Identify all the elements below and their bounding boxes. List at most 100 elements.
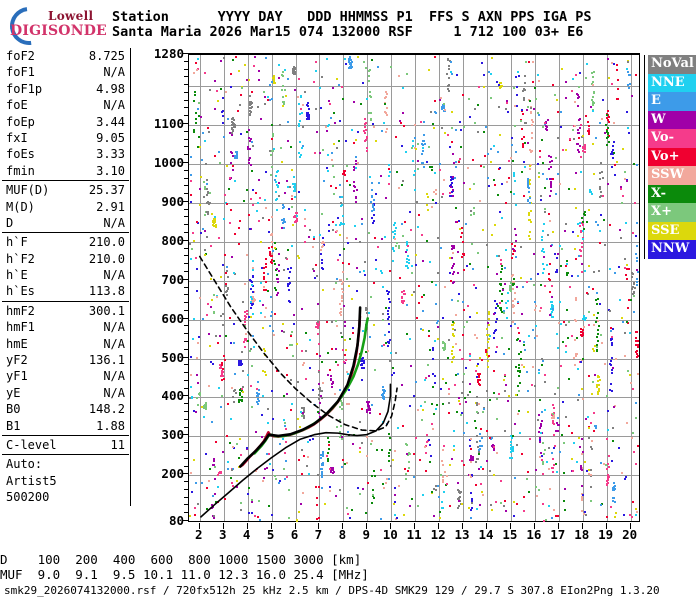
y-tick xyxy=(184,496,188,498)
gridline-h xyxy=(189,280,639,282)
y-tick xyxy=(182,395,188,397)
param-divider-3 xyxy=(2,300,129,302)
legend-left-rule xyxy=(644,55,645,259)
x-tick xyxy=(581,523,583,529)
param-row-hf: h`F 210.0 xyxy=(0,234,131,250)
legend-item-e[interactable]: E xyxy=(648,92,696,111)
param-value: 3.33 xyxy=(96,147,125,162)
param-key: foF1p xyxy=(6,81,43,96)
param-value: 11 xyxy=(110,437,125,452)
y-tick xyxy=(184,302,188,304)
param-row-mufd: MUF(D) 25.37 xyxy=(0,182,131,198)
param-row-hmf2: hmF2 300.1 xyxy=(0,303,131,319)
trace-overlay xyxy=(198,255,398,518)
echo-scatter-points xyxy=(189,55,639,522)
param-key: h`Es xyxy=(6,284,35,299)
param-value: N/A xyxy=(103,385,125,400)
y-tick-label: 1280 xyxy=(153,46,184,61)
y-tick-label: 1000 xyxy=(153,154,184,170)
y-tick xyxy=(184,99,188,101)
gridline-h xyxy=(189,319,639,321)
x-tick-label: 12 xyxy=(430,527,446,542)
header-table: Station YYYY DAY DDD HHMMSS P1 FFS S AXN… xyxy=(112,10,592,40)
x-axis-labels: 2 3 4 5 6 7 8 9 10 11 12 13 14 15 16 17 18 19 20 xyxy=(188,527,640,545)
x-tick-label: 8 xyxy=(338,527,347,542)
param-value: N/A xyxy=(103,268,125,283)
x-tick-label: 7 xyxy=(314,527,323,542)
param-value: 3.10 xyxy=(96,163,125,178)
gridline-v xyxy=(558,55,560,521)
legend-item-noval[interactable]: NoVal xyxy=(648,55,696,74)
x-tick-label: 11 xyxy=(406,527,422,542)
param-value: N/A xyxy=(103,336,125,351)
param-key: yF1 xyxy=(6,369,28,384)
param-value: 210.0 xyxy=(88,235,125,250)
legend-item-nnw[interactable]: NNW xyxy=(648,240,696,259)
gridline-v xyxy=(606,55,608,521)
y-tick xyxy=(184,364,188,366)
trace-x-trace xyxy=(253,317,369,455)
header-values-row: Santa Maria 2026 Mar15 074 132000 RSF 1 … xyxy=(112,24,584,40)
gridline-v xyxy=(247,55,249,521)
param-key: h`F xyxy=(6,235,28,250)
y-axis-labels: 80 200 300 400 500 600 700 800 900 1000 1100 1280 xyxy=(150,45,188,531)
param-row-clevel: C-level 11 xyxy=(0,437,131,453)
param-key: h`F2 xyxy=(6,251,35,266)
auto-line: Auto: xyxy=(0,456,131,472)
parameter-panel: foF2 8.725 foF1 N/A foF1p 4.98 foE N/A foEp 3.44 f… xyxy=(0,48,131,506)
y-tick xyxy=(184,294,188,296)
y-tick xyxy=(182,520,188,521)
param-row-hf2: h`F2 210.0 xyxy=(0,251,131,267)
param-row-fxi: fxI 9.05 xyxy=(0,130,131,146)
x-tick xyxy=(486,523,487,529)
x-tick xyxy=(629,523,631,529)
gridline-v xyxy=(319,55,321,521)
param-value: 300.1 xyxy=(88,303,125,318)
y-tick-label: 300 xyxy=(161,427,184,443)
y-tick xyxy=(184,68,188,70)
distance-row: D 100 200 400 600 800 1000 1500 3000 [km… xyxy=(0,552,362,567)
param-row-fmin: fmin 3.10 xyxy=(0,163,131,179)
y-tick xyxy=(184,387,188,389)
y-tick xyxy=(182,200,188,202)
legend-item-vo[interactable]: Vo+ xyxy=(648,147,696,166)
y-tick xyxy=(184,193,188,195)
param-key: MUF(D) xyxy=(6,183,50,198)
param-value: 8.725 xyxy=(88,49,125,63)
param-key: yF2 xyxy=(6,353,28,368)
gridline-v xyxy=(367,55,369,521)
y-tick xyxy=(184,185,188,187)
legend-item-nne[interactable]: NNE xyxy=(648,73,696,92)
x-axis-ticks xyxy=(188,523,640,529)
y-tick-label: 80 xyxy=(168,513,184,528)
legend-item-sse[interactable]: SSE xyxy=(648,221,696,240)
y-tick xyxy=(184,340,188,342)
y-tick-label: 500 xyxy=(161,349,184,365)
y-tick xyxy=(184,403,188,405)
ionogram-plot[interactable] xyxy=(188,53,640,522)
param-row-ye: yE N/A xyxy=(0,385,131,401)
auto-line: 500200 xyxy=(0,489,131,505)
param-row-yf2: yF2 136.1 xyxy=(0,352,131,368)
auto-line: Artist5 xyxy=(0,473,131,489)
legend-item-w[interactable]: W xyxy=(648,110,696,129)
y-tick xyxy=(184,224,188,226)
legend-item-vo[interactable]: Vo- xyxy=(648,129,696,148)
logo-lowell-text: Lowell xyxy=(48,9,94,23)
y-tick xyxy=(184,247,188,249)
param-key: foF2 xyxy=(6,49,35,63)
panel-divider xyxy=(130,48,131,506)
y-tick xyxy=(184,325,188,327)
gridline-v xyxy=(463,55,465,521)
y-tick xyxy=(184,418,188,420)
legend-item-x[interactable]: X- xyxy=(648,184,696,203)
y-tick xyxy=(184,411,188,413)
param-key: M(D) xyxy=(6,199,35,214)
param-key: B1 xyxy=(6,418,21,433)
gridline-v xyxy=(630,55,632,521)
x-tick xyxy=(438,523,440,529)
y-tick xyxy=(184,442,188,444)
legend-item-x[interactable]: X+ xyxy=(648,203,696,222)
x-tick xyxy=(462,523,464,529)
legend-item-ssw[interactable]: SSW xyxy=(648,166,696,185)
